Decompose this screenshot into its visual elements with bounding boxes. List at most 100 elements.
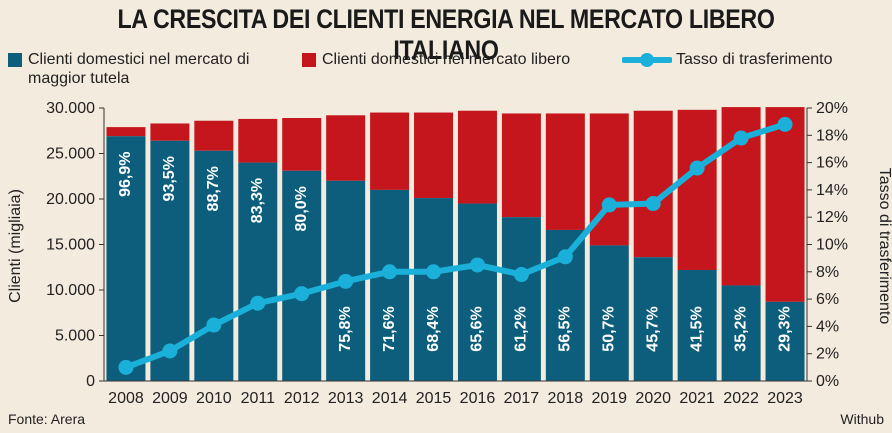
- x-tick-label-2022: 2022: [723, 390, 759, 407]
- x-tick-label-2015: 2015: [416, 390, 452, 407]
- bar-layer: 96,9% 93,5% 88,7% 83,3% 80,0% 75,8% 71,6% 68,4%…: [106, 107, 805, 381]
- point-tasso-2015: [426, 264, 442, 280]
- point-tasso-2010: [206, 317, 222, 333]
- bar-libero-2012: [282, 118, 322, 171]
- legend-swatch-libero: [302, 53, 316, 67]
- bar-tutela-2022: [721, 285, 761, 381]
- bar-label-2023: 29,3%: [776, 306, 793, 351]
- bar-tutela-2020: [633, 257, 673, 381]
- bar-label-2019: 50,7%: [601, 306, 618, 351]
- bar-label-2015: 68,4%: [425, 306, 442, 351]
- bar-label-2011: 83,3%: [249, 178, 266, 223]
- y-tick-label-right: 14%: [816, 182, 848, 199]
- bar-libero-2015: [414, 112, 454, 199]
- bar-label-2014: 71,6%: [381, 306, 398, 351]
- bar-label-2017: 61,2%: [513, 306, 530, 351]
- bar-libero-2008: [106, 127, 146, 137]
- bar-tutela-2015: [414, 198, 454, 381]
- point-tasso-2013: [338, 273, 354, 289]
- x-tick-label-2019: 2019: [591, 390, 627, 407]
- bar-libero-2009: [150, 123, 190, 141]
- bar-label-2018: 56,5%: [557, 306, 574, 351]
- bar-tutela-2012: [282, 170, 322, 381]
- line-tasso: [122, 121, 789, 371]
- bar-libero-2017: [501, 113, 541, 218]
- y-tick-label-left: 15.000: [46, 237, 95, 254]
- y-tick-label-right: 20%: [816, 100, 848, 117]
- bar-label-2009: 93,5%: [161, 156, 178, 201]
- y-tick-label-right: 12%: [816, 209, 848, 226]
- bar-label-2020: 45,7%: [644, 306, 661, 351]
- bar-label-2008: 96,9%: [117, 152, 134, 197]
- x-tick-label-2008: 2008: [108, 390, 144, 407]
- y-tick-label-left: 25.000: [46, 146, 95, 163]
- bar-tutela-2016: [457, 203, 497, 381]
- y-tick-label-right: 10%: [816, 237, 848, 254]
- y-tick-label-right: 2%: [816, 346, 839, 363]
- legend-label-tasso: Tasso di trasferimento: [676, 50, 833, 69]
- legend-label-libero: Clienti domestici nel mercato libero: [322, 50, 570, 69]
- legend-text-libero: Clienti domestici nel mercato libero: [322, 51, 571, 68]
- x-tick-label-2021: 2021: [679, 390, 715, 407]
- point-tasso-2017: [513, 267, 529, 283]
- y-tick-label-left: 30.000: [46, 100, 95, 117]
- bar-libero-2021: [677, 109, 717, 270]
- point-tasso-2012: [294, 286, 310, 302]
- bar-label-2022: 35,2%: [732, 306, 749, 351]
- point-tasso-2019: [601, 197, 617, 213]
- y-tick-label-left: 0: [86, 373, 95, 390]
- legend-label-tutela: Clienti domestici nel mercato di maggior…: [28, 50, 298, 88]
- y-axis-title-left: Clienti (migliaia): [7, 189, 24, 303]
- legend-swatch-tutela: [8, 53, 22, 67]
- bar-tutela-2021: [677, 269, 717, 381]
- y-tick-label-right: 0%: [816, 373, 839, 390]
- x-tick-label-2012: 2012: [284, 390, 320, 407]
- bar-tutela-2008: [106, 136, 146, 381]
- y-axis-title-right: Tasso di trasferimento: [876, 168, 892, 325]
- y-tick-label-left: 5.000: [55, 328, 95, 345]
- bar-libero-2014: [370, 112, 410, 190]
- bar-tutela-2017: [501, 217, 541, 381]
- bar-tutela-2010: [194, 150, 234, 381]
- point-tasso-2022: [733, 130, 749, 146]
- point-tasso-2011: [250, 295, 266, 311]
- bar-libero-2020: [633, 110, 673, 258]
- x-tick-label-2013: 2013: [328, 390, 364, 407]
- x-tick-label-2016: 2016: [460, 390, 496, 407]
- y-tick-label-left: 10.000: [46, 282, 95, 299]
- bar-libero-2016: [457, 110, 497, 204]
- axes-layer: 0 5.000 10.000 15.000 20.000 25.000 30.000 0% 2%…: [7, 100, 892, 407]
- x-tick-label-2009: 2009: [152, 390, 188, 407]
- legend-text-tasso: Tasso di trasferimento: [676, 51, 833, 68]
- point-tasso-2016: [469, 257, 485, 273]
- y-tick-label-right: 4%: [816, 318, 839, 335]
- point-tasso-2009: [162, 343, 178, 359]
- bar-libero-2018: [545, 113, 585, 230]
- bar-label-2012: 80,0%: [293, 186, 310, 231]
- x-tick-label-2018: 2018: [548, 390, 584, 407]
- bar-libero-2013: [326, 115, 366, 181]
- legend-text-tutela: Clienti domestici nel mercato di maggior…: [28, 51, 250, 87]
- bar-label-2010: 88,7%: [205, 166, 222, 211]
- bar-label-2021: 41,5%: [688, 306, 705, 351]
- point-tasso-2023: [777, 116, 793, 132]
- y-tick-label-right: 16%: [816, 155, 848, 172]
- credit-note: Withub: [840, 411, 884, 427]
- bar-tutela-2019: [589, 245, 629, 381]
- point-tasso-2014: [382, 264, 398, 280]
- line-layer: [118, 116, 793, 375]
- x-tick-label-2010: 2010: [196, 390, 232, 407]
- bar-libero-2011: [238, 118, 278, 163]
- bar-libero-2023: [765, 107, 805, 302]
- bar-label-2016: 65,6%: [469, 306, 486, 351]
- x-tick-label-2014: 2014: [372, 390, 408, 407]
- x-tick-label-2023: 2023: [767, 390, 803, 407]
- bar-libero-2010: [194, 120, 234, 151]
- bar-tutela-2023: [765, 301, 805, 381]
- bar-label-2013: 75,8%: [337, 306, 354, 351]
- legend-marker-tasso: [622, 53, 672, 67]
- bar-tutela-2011: [238, 162, 278, 381]
- point-tasso-2020: [645, 196, 661, 212]
- y-tick-label-left: 20.000: [46, 191, 95, 208]
